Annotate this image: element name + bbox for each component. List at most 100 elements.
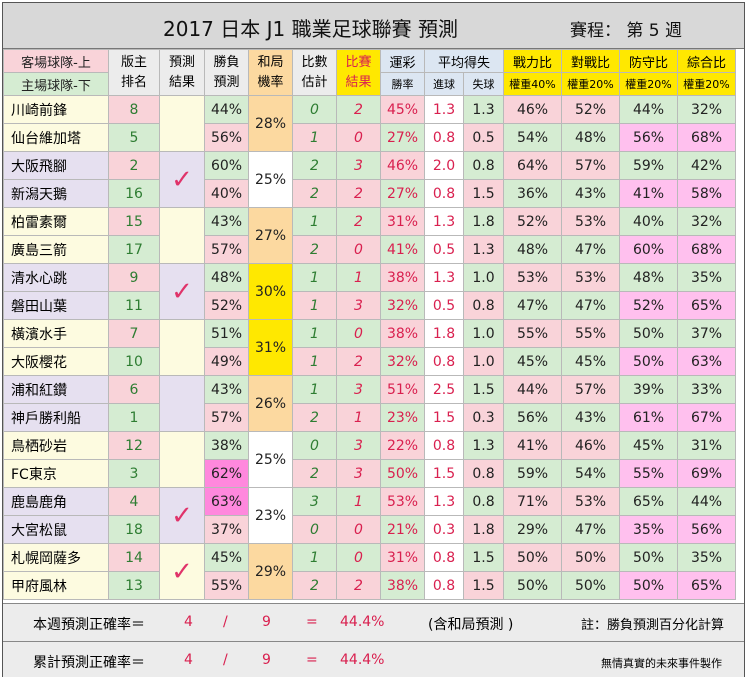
power-ratio: 50%	[503, 543, 562, 572]
avg-goals-against: 0.3	[463, 403, 504, 432]
table-row: FC東京 3 62% 2 3 50% 1.5 0.8 59% 54% 55% 69%	[3, 459, 736, 488]
defense-ratio: 45%	[619, 431, 678, 460]
record-ratio: 47%	[561, 235, 620, 264]
match-result: 2	[336, 179, 381, 208]
win-prediction: 63%	[204, 487, 249, 516]
prediction-check	[159, 375, 205, 432]
header-rank: 版主 排名	[108, 49, 160, 96]
avg-goals-for: 0.3	[424, 515, 464, 544]
team-name: 橫濱水手	[3, 319, 109, 348]
header-record-sub: 權重20%	[561, 72, 620, 96]
power-ratio: 45%	[503, 347, 562, 376]
luck-rate: 53%	[380, 487, 425, 516]
score-estimate: 1	[292, 207, 337, 236]
score-estimate: 1	[292, 123, 337, 152]
team-rank: 7	[108, 319, 160, 348]
overall-ratio: 68%	[677, 123, 736, 152]
prediction-check: ✓	[159, 487, 205, 544]
record-ratio: 43%	[561, 403, 620, 432]
luck-rate: 46%	[380, 151, 425, 180]
avg-goals-for: 0.5	[424, 235, 464, 264]
team-rank: 5	[108, 123, 160, 152]
defense-ratio: 50%	[619, 571, 678, 600]
overall-ratio: 65%	[677, 571, 736, 600]
prediction-check: ✓	[159, 263, 205, 320]
power-ratio: 54%	[503, 123, 562, 152]
score-estimate: 1	[292, 263, 337, 292]
match-result: 1	[336, 487, 381, 516]
avg-goals-for: 1.3	[424, 263, 464, 292]
check-icon: ✓	[171, 500, 193, 531]
win-prediction: 43%	[204, 207, 249, 236]
power-ratio: 50%	[503, 571, 562, 600]
prediction-check: ✓	[159, 543, 205, 600]
overall-ratio: 58%	[677, 179, 736, 208]
record-ratio: 45%	[561, 347, 620, 376]
team-name: 廣島三箭	[3, 235, 109, 264]
record-ratio: 55%	[561, 319, 620, 348]
avg-goals-for: 1.3	[424, 207, 464, 236]
score-estimate: 0	[292, 431, 337, 460]
defense-ratio: 55%	[619, 459, 678, 488]
record-ratio: 47%	[561, 291, 620, 320]
luck-rate: 50%	[380, 459, 425, 488]
team-name: 鹿島鹿角	[3, 487, 109, 516]
power-ratio: 46%	[503, 95, 562, 124]
table-row: 大阪櫻花 10 49% 1 2 32% 0.8 1.0 45% 45% 50% 63%	[3, 347, 736, 376]
avg-goals-for: 1.5	[424, 459, 464, 488]
luck-rate: 32%	[380, 291, 425, 320]
team-name: 川崎前鋒	[3, 95, 109, 124]
power-ratio: 36%	[503, 179, 562, 208]
table-row: 廣島三箭 17 57% 2 0 41% 0.5 1.3 48% 47% 60% 68%	[3, 235, 736, 264]
power-ratio: 71%	[503, 487, 562, 516]
draw-probability: 28%	[248, 95, 293, 152]
avg-goals-against: 1.8	[463, 207, 504, 236]
power-ratio: 52%	[503, 207, 562, 236]
record-ratio: 52%	[561, 95, 620, 124]
avg-goals-against: 1.8	[463, 515, 504, 544]
avg-goals-for: 0.8	[424, 431, 464, 460]
table-row: 神戶勝利船 1 57% 2 1 23% 1.5 0.3 56% 43% 61% 67%	[3, 403, 736, 432]
prediction-check	[159, 95, 205, 152]
defense-ratio: 60%	[619, 235, 678, 264]
draw-probability: 31%	[248, 319, 293, 376]
table-row: 甲府風林 13 55% 2 2 38% 0.8 1.5 50% 50% 50% 65%	[3, 571, 736, 600]
win-prediction: 38%	[204, 431, 249, 460]
weekly-accuracy-label: 本週預測正確率＝	[33, 617, 145, 633]
check-icon: ✓	[171, 164, 193, 195]
header-win-pred-text: 勝負 預測	[213, 54, 240, 90]
table-row: 札幌岡薩多 14 ✓ 45% 29% 1 0 31% 0.8 1.5 50% 50% 50% 35%	[3, 543, 736, 600]
prediction-check	[159, 431, 205, 488]
draw-probability: 25%	[248, 151, 293, 208]
defense-ratio: 50%	[619, 319, 678, 348]
match-result: 3	[336, 459, 381, 488]
win-prediction: 56%	[204, 123, 249, 152]
match-result: 2	[336, 571, 381, 600]
header-luck-sub: 勝率	[380, 72, 425, 96]
avg-goals-for: 1.5	[424, 403, 464, 432]
team-rank: 1	[108, 403, 160, 432]
power-ratio: 29%	[503, 515, 562, 544]
avg-goals-against: 1.5	[463, 571, 504, 600]
page-title: 2017 日本 J1 職業足球聯賽 預測	[163, 17, 458, 41]
team-rank: 15	[108, 207, 160, 236]
record-ratio: 53%	[561, 207, 620, 236]
overall-ratio: 56%	[677, 515, 736, 544]
avg-goals-against: 0.5	[463, 123, 504, 152]
win-prediction: 48%	[204, 263, 249, 292]
team-rank: 18	[108, 515, 160, 544]
check-icon: ✓	[171, 276, 193, 307]
win-prediction: 55%	[204, 571, 249, 600]
avg-goals-for: 1.8	[424, 319, 464, 348]
table-row: 磐田山葉 11 52% 1 3 32% 0.5 0.8 47% 47% 52% 65%	[3, 291, 736, 320]
draw-note: (含和局預測 )	[428, 617, 514, 633]
defense-ratio: 41%	[619, 179, 678, 208]
team-rank: 11	[108, 291, 160, 320]
table-row: 橫濱水手 7 51% 31% 1 0 38% 1.8 1.0 55% 55% 50% 37%	[3, 319, 736, 376]
luck-rate: 32%	[380, 347, 425, 376]
prediction-check	[159, 319, 205, 376]
avg-goals-for: 0.8	[424, 347, 464, 376]
team-name: 新潟天鵝	[3, 179, 109, 208]
score-estimate: 0	[292, 515, 337, 544]
match-result: 2	[336, 95, 381, 124]
